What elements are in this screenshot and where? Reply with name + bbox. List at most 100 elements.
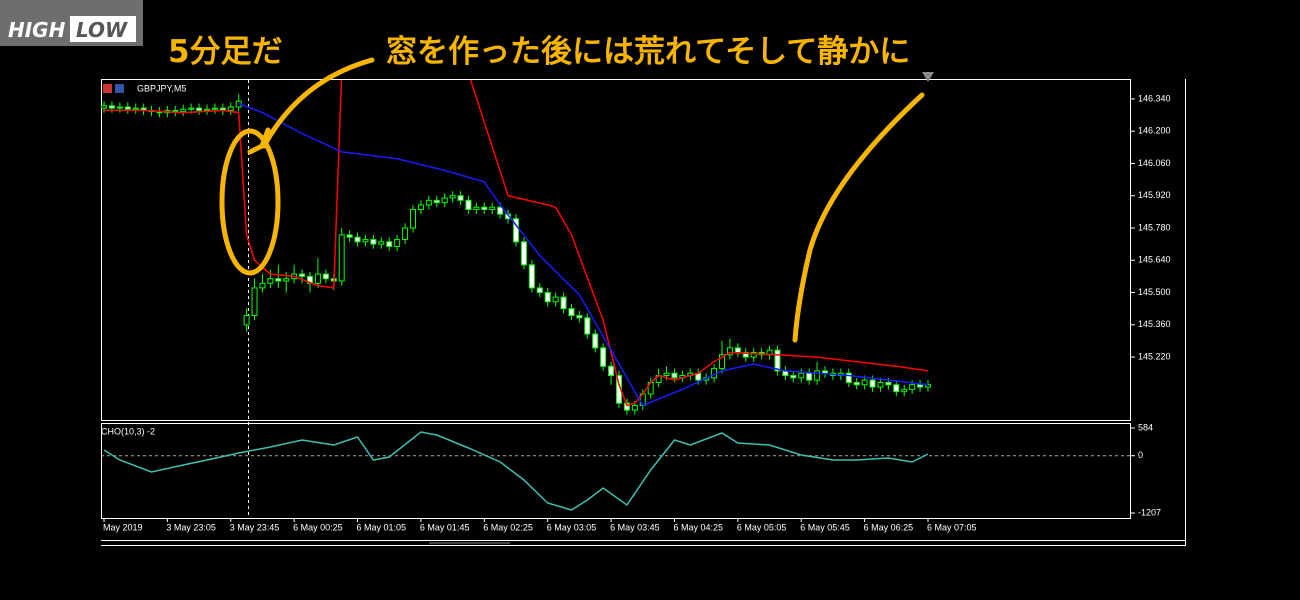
candle-body: [845, 372, 852, 383]
candle-body: [180, 108, 187, 113]
flag-icon: [103, 84, 112, 93]
y-tick-label: 145.780: [1138, 222, 1171, 232]
candle-body: [108, 105, 115, 109]
candle-body: [774, 349, 781, 372]
candle-body: [869, 379, 876, 388]
candle-body: [410, 209, 416, 229]
candle-body: [378, 241, 385, 245]
x-tick-label: 6 May 03:45: [610, 522, 660, 532]
candle-body: [346, 234, 353, 238]
candle-body: [457, 195, 464, 201]
frame: [101, 79, 1186, 546]
candle-body: [481, 206, 488, 211]
moving-average: [238, 102, 929, 407]
indicator-title: CHO(10,3) -2: [101, 426, 155, 436]
y-tick-label: -1207: [1138, 507, 1161, 517]
logo-text: LOW: [76, 18, 128, 42]
candle-body: [560, 296, 567, 310]
y-tick-label: 145.920: [1138, 190, 1171, 200]
candle-body: [251, 287, 258, 317]
candle-body: [853, 381, 860, 386]
candle-body: [370, 239, 377, 245]
chart-title: GBPJPY,M5: [137, 83, 186, 93]
price-pane: [101, 80, 931, 415]
x-tick-label: 6 May 05:45: [800, 522, 850, 532]
candle-body: [314, 273, 321, 284]
candle-body: [584, 317, 591, 335]
candle-body: [449, 195, 456, 199]
x-tick-label: 6 May 05:05: [737, 522, 787, 532]
candle-body: [124, 106, 131, 110]
candle-body: [742, 351, 749, 358]
candle-body: [750, 351, 757, 358]
candle-body: [386, 241, 393, 247]
x-tick-label: 6 May 01:45: [420, 522, 470, 532]
candle-body: [497, 206, 504, 215]
y-tick-label: 584: [1138, 422, 1153, 432]
candle-body: [822, 370, 828, 374]
candle-body: [188, 107, 195, 110]
x-tick-label: 6 May 01:05: [357, 522, 407, 532]
y-tick-label: 146.200: [1138, 126, 1171, 136]
logo-text: HIGH: [8, 18, 66, 42]
candle-body: [354, 236, 361, 243]
candle-body: [425, 199, 432, 206]
x-tick-label: 6 May 04:25: [673, 522, 723, 532]
candle-body: [623, 402, 630, 411]
candle-body: [790, 375, 797, 379]
y-tick-label: 145.220: [1138, 351, 1171, 361]
candle-body: [909, 384, 916, 390]
candle-body: [893, 384, 900, 393]
candle-body: [663, 372, 670, 377]
candle-body: [196, 107, 203, 111]
marker: [922, 72, 934, 82]
candle-body: [338, 234, 345, 282]
candle-body: [259, 282, 266, 289]
annotation: 窓を作った後には荒れてそして静かに: [386, 34, 910, 70]
candle-body: [275, 278, 282, 282]
candle-body: [925, 384, 931, 388]
y-tick-label: 146.060: [1138, 158, 1171, 168]
y-tick-label: 145.360: [1138, 319, 1171, 329]
axes: May 2019 3 May 23:05 3 May 23:45 6 May 00:2…: [103, 93, 1171, 532]
candle-body: [267, 278, 274, 284]
candle-body: [322, 273, 329, 280]
candle-body: [394, 239, 401, 247]
candle-body: [734, 347, 741, 353]
candle-body: [402, 227, 409, 241]
candle-body: [600, 347, 607, 367]
candle-body: [283, 278, 290, 282]
y-tick-label: 145.500: [1138, 287, 1171, 297]
candle-body: [901, 388, 908, 393]
candle-body: [473, 206, 480, 211]
moving-average: [104, 80, 929, 407]
candle-body: [719, 354, 725, 370]
annotation: 5分足だ: [168, 34, 283, 70]
candle-body: [116, 106, 123, 109]
x-tick-label: 6 May 06:25: [864, 522, 914, 532]
oscillator-line: [103, 431, 929, 511]
candle-body: [536, 287, 543, 294]
candle-body: [798, 372, 805, 379]
candle-body: [243, 315, 250, 326]
highlights: [219, 57, 925, 343]
x-tick-label: May 2019: [103, 522, 143, 532]
candle-body: [299, 273, 306, 277]
candle-body: [227, 106, 234, 111]
candle-body: [631, 404, 638, 411]
candle-body: [433, 199, 440, 204]
candle-body: [489, 206, 496, 211]
x-tick-label: 6 May 02:25: [483, 522, 533, 532]
candle-body: [592, 333, 599, 349]
y-tick-label: 145.640: [1138, 255, 1171, 265]
candle-body: [528, 264, 535, 289]
candle-body: [608, 365, 615, 377]
candle-body: [576, 315, 583, 319]
flag-icon: [115, 84, 124, 93]
y-tick-label: 146.340: [1138, 93, 1171, 103]
candle-body: [417, 204, 424, 211]
candle-body: [877, 381, 884, 388]
candle-body: [204, 108, 210, 111]
